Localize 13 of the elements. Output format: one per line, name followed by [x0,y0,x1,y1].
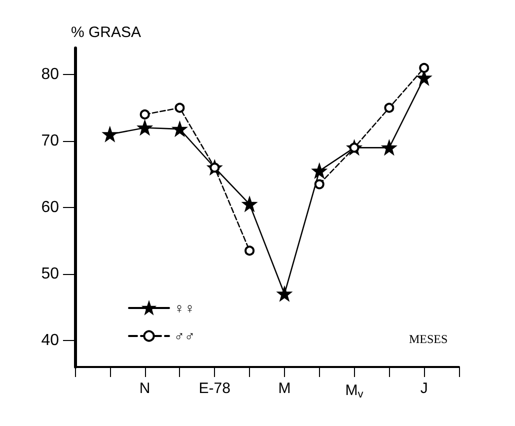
legend-label: ♂♂ [174,328,195,344]
x-tick-label: M [278,380,291,397]
y-tick-label: 80 [41,66,60,84]
x-tick-label: N [139,380,150,397]
y-tick-label: 50 [41,265,60,282]
y-tick-label: 40 [41,332,60,349]
legend-label: ♀♀ [174,300,195,316]
x-axis-title: MESES [409,332,448,346]
y-tick-label: 70 [41,132,60,150]
x-tick-label: E-78 [198,380,230,397]
y-axis-title: % GRASA [71,24,142,41]
x-tick-label: J [420,380,428,397]
y-tick-label: 60 [41,199,60,216]
